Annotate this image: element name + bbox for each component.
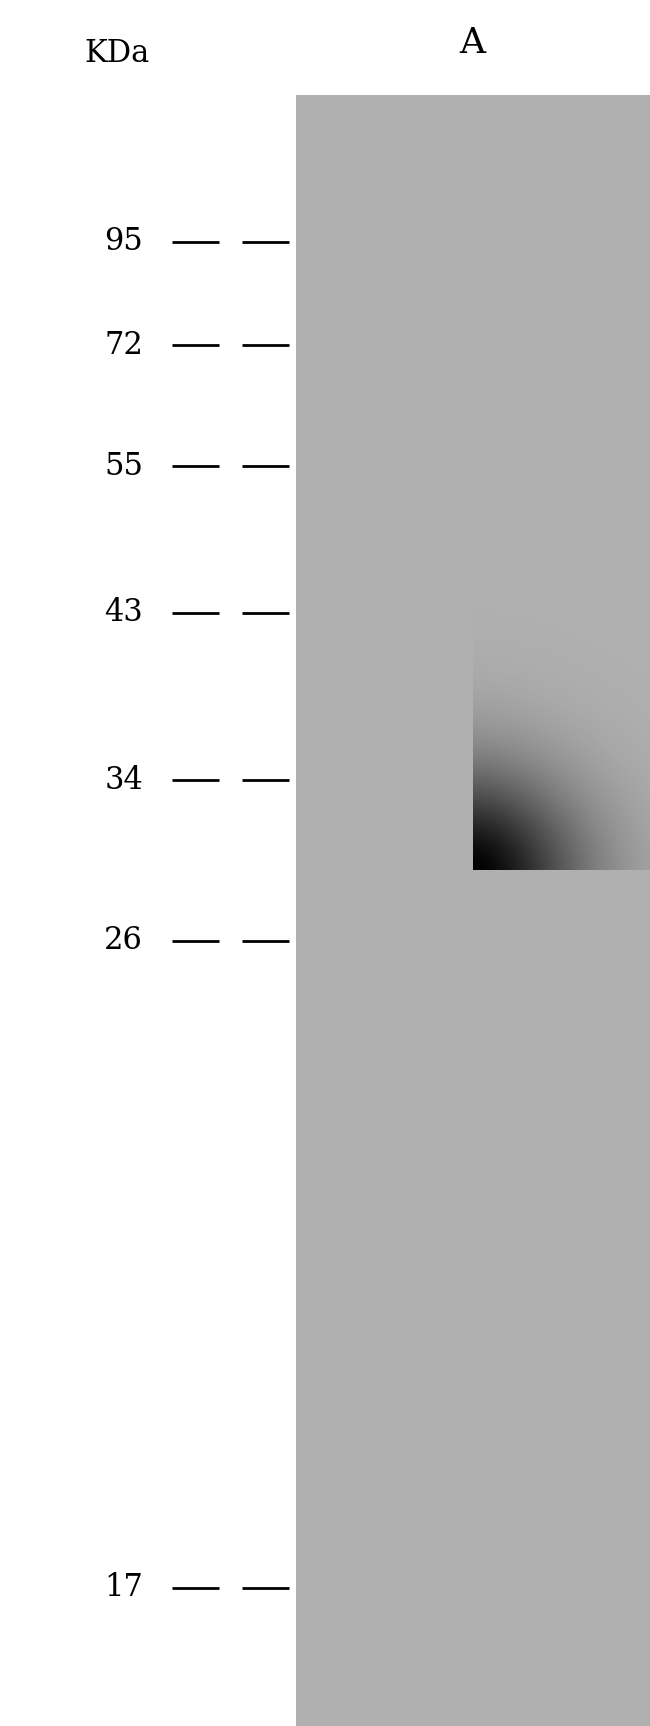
Text: 17: 17 [104, 1572, 143, 1603]
Text: 34: 34 [104, 765, 143, 796]
Text: 43: 43 [104, 597, 143, 628]
Text: A: A [460, 26, 486, 60]
Text: 95: 95 [104, 226, 143, 257]
Bar [296, 95, 650, 1726]
Text: KDa: KDa [84, 38, 150, 69]
Text: 72: 72 [104, 330, 143, 361]
Text: 55: 55 [104, 450, 143, 482]
Text: 26: 26 [104, 925, 143, 956]
